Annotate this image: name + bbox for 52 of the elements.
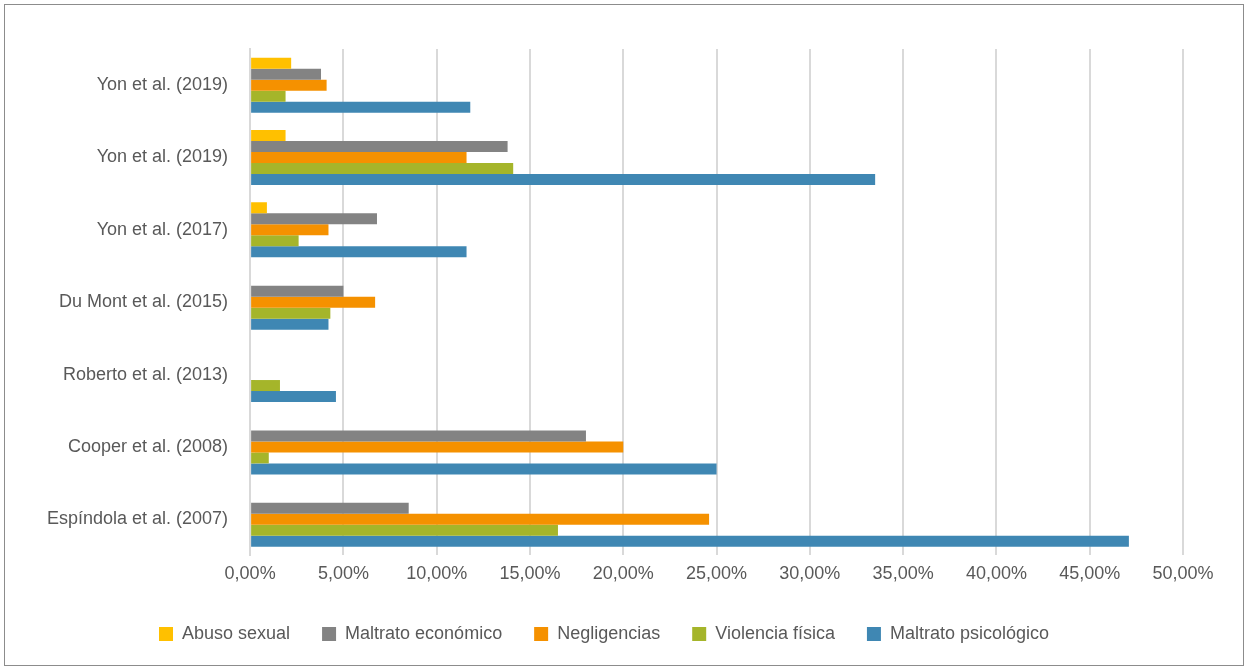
bar	[251, 163, 514, 175]
x-tick-label: 20,00%	[592, 563, 654, 584]
legend-label: Maltrato económico	[345, 622, 503, 643]
bar	[251, 318, 329, 330]
bar	[251, 296, 376, 308]
bar	[251, 380, 280, 392]
x-tick-label: 0,00%	[224, 563, 276, 584]
bar	[251, 235, 299, 247]
bar	[251, 224, 329, 236]
bar	[251, 441, 624, 453]
bar	[251, 174, 876, 186]
legend-label: Violencia física	[715, 622, 836, 643]
bar	[251, 502, 409, 514]
legend-label: Abuso sexual	[182, 622, 291, 643]
bar	[251, 463, 717, 475]
x-tick-label: 25,00%	[686, 563, 748, 584]
y-tick-label: Yon et al. (2017)	[96, 218, 229, 239]
bar	[251, 452, 269, 464]
bar	[251, 130, 286, 142]
bar	[251, 535, 1129, 547]
y-tick-label: Yon et al. (2019)	[96, 74, 229, 95]
bar	[251, 68, 322, 80]
bar	[251, 391, 336, 403]
bar	[251, 202, 267, 214]
bar	[251, 513, 710, 525]
bar	[251, 79, 327, 91]
legend-label: Maltrato psicológico	[889, 622, 1050, 643]
bar	[251, 152, 467, 164]
bar	[251, 285, 344, 297]
bar	[251, 90, 286, 102]
y-tick-label: Cooper et al. (2008)	[68, 435, 229, 456]
bar	[251, 213, 377, 225]
x-tick-label: 15,00%	[499, 563, 561, 584]
x-tick-label: 35,00%	[872, 563, 934, 584]
x-tick-label: 10,00%	[406, 563, 468, 584]
legend-label: Negligencias	[557, 622, 661, 643]
x-tick-label: 5,00%	[317, 563, 369, 584]
bar	[251, 307, 331, 319]
bar	[251, 101, 471, 113]
x-tick-label: 45,00%	[1059, 563, 1121, 584]
y-tick-label: Roberto et al. (2013)	[63, 363, 229, 384]
x-tick-label: 30,00%	[779, 563, 841, 584]
y-tick-label: Du Mont et al. (2015)	[59, 291, 229, 312]
bar	[251, 246, 467, 258]
bar	[251, 430, 586, 442]
x-tick-label: 40,00%	[965, 563, 1027, 584]
bar	[251, 141, 508, 153]
bar	[251, 524, 558, 536]
x-tick-label: 50,00%	[1152, 563, 1214, 584]
bar	[251, 57, 292, 69]
y-tick-label: Espíndola et al. (2007)	[46, 508, 229, 529]
y-tick-label: Yon et al. (2019)	[96, 146, 229, 167]
